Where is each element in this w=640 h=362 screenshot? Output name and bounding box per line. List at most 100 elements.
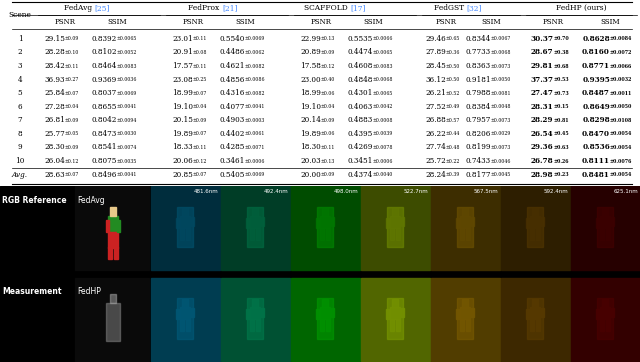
Text: ±0.0006: ±0.0006	[245, 159, 266, 164]
Text: FedHP: FedHP	[77, 287, 101, 296]
Bar	[527, 207, 543, 247]
Text: 36.93: 36.93	[45, 76, 65, 84]
Text: 26.78: 26.78	[531, 157, 553, 165]
Bar	[320, 319, 324, 331]
Bar	[75, 186, 149, 270]
Text: SSIM: SSIM	[481, 18, 501, 26]
Text: ±0.0067: ±0.0067	[491, 36, 511, 41]
Bar	[611, 308, 614, 317]
Text: 17.57: 17.57	[172, 62, 193, 70]
Text: 28.28: 28.28	[44, 49, 65, 56]
Text: 27.74: 27.74	[425, 143, 446, 151]
Text: 20.89: 20.89	[300, 49, 321, 56]
Text: 26.21: 26.21	[425, 89, 446, 97]
Text: ±0.53: ±0.53	[553, 77, 568, 82]
Bar	[611, 217, 614, 226]
Text: ±0.23: ±0.23	[553, 172, 568, 177]
Text: 0.8481: 0.8481	[582, 171, 610, 178]
Text: ±0.0094: ±0.0094	[117, 118, 138, 123]
Bar	[456, 218, 459, 228]
Text: ±0.0083: ±0.0083	[373, 63, 394, 68]
Text: 28.63: 28.63	[44, 171, 65, 178]
Bar	[250, 216, 260, 228]
Text: ±0.0068: ±0.0068	[491, 50, 511, 55]
Text: 27.28: 27.28	[44, 103, 65, 111]
Text: 7: 7	[18, 116, 22, 124]
Bar	[596, 310, 599, 319]
Bar	[180, 228, 184, 240]
Bar	[530, 319, 534, 331]
Text: ±0.11: ±0.11	[193, 145, 207, 150]
Text: ±0.52: ±0.52	[446, 90, 460, 96]
Bar	[390, 307, 400, 319]
Bar	[331, 308, 334, 317]
Text: ±0.0011: ±0.0011	[610, 90, 632, 96]
Bar	[460, 228, 464, 240]
Text: ±0.09: ±0.09	[321, 118, 335, 123]
Text: 26.04: 26.04	[44, 157, 65, 165]
Text: 0.3451: 0.3451	[348, 157, 373, 165]
Text: FedProx: FedProx	[188, 4, 222, 12]
Bar	[360, 186, 429, 270]
Bar	[191, 308, 194, 317]
Bar	[602, 207, 608, 216]
Text: ±0.0068: ±0.0068	[373, 77, 394, 82]
Text: ±0.0065: ±0.0065	[373, 90, 394, 96]
Bar	[180, 307, 190, 319]
Text: 20.15: 20.15	[172, 116, 193, 124]
Bar	[462, 207, 468, 216]
Text: ±0.0041: ±0.0041	[117, 172, 138, 177]
Bar	[109, 294, 115, 303]
Text: ±0.13: ±0.13	[321, 159, 335, 164]
Text: ±0.05: ±0.05	[65, 131, 79, 136]
Text: 23.00: 23.00	[300, 76, 321, 84]
Bar	[191, 217, 194, 226]
Text: ±0.11: ±0.11	[65, 63, 79, 68]
Bar	[256, 228, 260, 240]
Text: ±0.0062: ±0.0062	[245, 50, 266, 55]
Bar	[431, 186, 499, 270]
Text: 0.8628: 0.8628	[582, 35, 610, 43]
Text: ±0.0082: ±0.0082	[245, 90, 266, 96]
Text: ±0.50: ±0.50	[446, 63, 460, 68]
Bar	[250, 228, 254, 240]
Bar	[108, 247, 111, 259]
Text: ±0.0073: ±0.0073	[491, 63, 511, 68]
Bar	[401, 217, 404, 226]
Text: ±0.49: ±0.49	[446, 104, 460, 109]
Text: ±0.26: ±0.26	[553, 159, 568, 164]
Bar	[150, 186, 220, 270]
Text: 0.8496: 0.8496	[92, 171, 117, 178]
Text: SSIM: SSIM	[235, 18, 255, 26]
Text: 28.42: 28.42	[44, 62, 65, 70]
Text: ±0.27: ±0.27	[65, 77, 79, 82]
Text: 0.8487: 0.8487	[582, 89, 610, 97]
Text: 25.72: 25.72	[425, 157, 446, 165]
Text: ±0.0042: ±0.0042	[373, 104, 394, 109]
Text: 0.4077: 0.4077	[220, 103, 245, 111]
Text: 18.33: 18.33	[172, 143, 193, 151]
Bar	[182, 299, 188, 307]
Bar	[116, 220, 120, 232]
Text: ±0.0048: ±0.0048	[491, 104, 511, 109]
Text: ±0.0108: ±0.0108	[610, 118, 632, 123]
Bar	[246, 310, 249, 319]
Text: 20.91: 20.91	[172, 49, 193, 56]
Bar	[247, 298, 263, 338]
Text: 481.6nm: 481.6nm	[193, 189, 218, 194]
Bar	[466, 319, 470, 331]
Text: ±0.09: ±0.09	[65, 118, 79, 123]
Text: 0.3461: 0.3461	[220, 157, 245, 165]
Text: ±0.70: ±0.70	[553, 36, 569, 41]
Text: ±0.06: ±0.06	[321, 90, 335, 96]
Text: ±0.08: ±0.08	[193, 50, 207, 55]
Text: [17]: [17]	[350, 4, 365, 12]
Bar	[392, 299, 398, 307]
Bar	[316, 310, 319, 319]
Text: 26.88: 26.88	[425, 116, 446, 124]
Bar	[182, 207, 188, 216]
Bar	[247, 207, 263, 247]
Text: 0.4316: 0.4316	[220, 89, 245, 97]
Bar	[261, 217, 264, 226]
Bar	[106, 220, 109, 232]
